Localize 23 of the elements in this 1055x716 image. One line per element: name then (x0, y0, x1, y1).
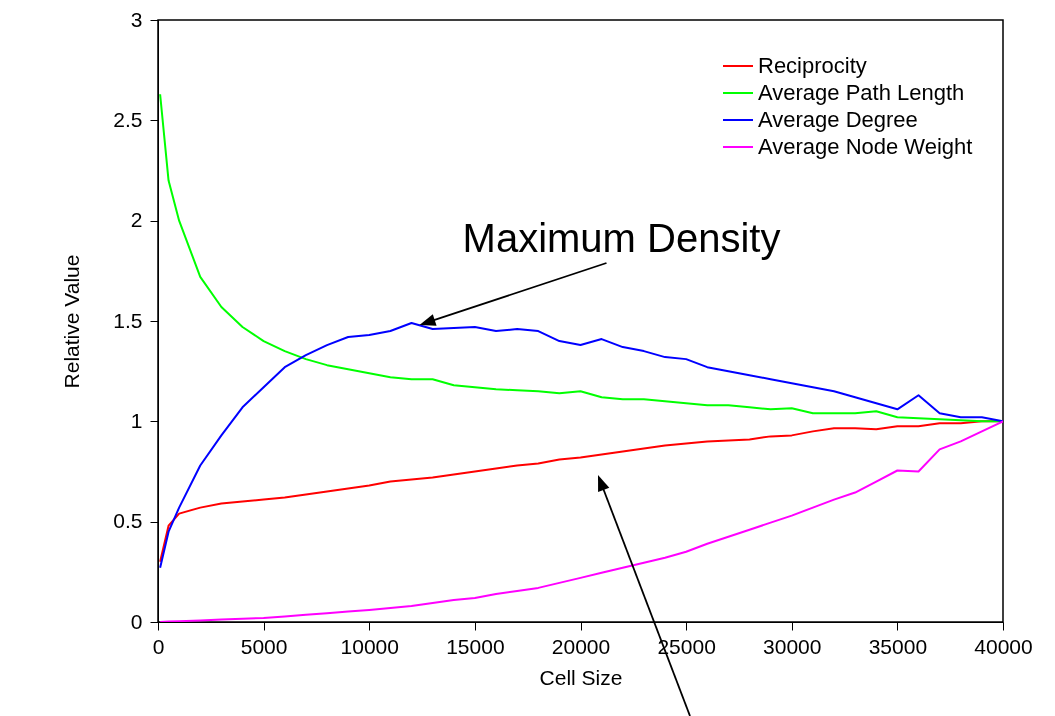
line-series (159, 322, 1003, 569)
y-tick-label: 2.5 (113, 107, 143, 131)
y-tick-label: 0 (130, 609, 143, 633)
y-tick-label: 3 (130, 7, 143, 31)
x-tick-label: 20000 (551, 634, 611, 658)
x-tick-label: 10000 (340, 634, 399, 658)
y-axis-title: Relative Value (60, 254, 84, 389)
y-tick-label: 1.5 (113, 308, 143, 332)
annotation: Maximum Density (462, 216, 781, 261)
x-axis-title: Cell Size (539, 665, 623, 689)
y-tick-label: 0.5 (113, 509, 143, 533)
x-tick-label: 30000 (763, 634, 822, 658)
legend-label: Reciprocity (758, 53, 867, 78)
legend-label: Average Path Length (758, 80, 965, 105)
y-tick-label: 2 (130, 208, 143, 232)
y-tick-label: 1 (130, 408, 143, 432)
x-tick-label: 5000 (240, 634, 288, 658)
legend-label: Average Node Weight (758, 134, 973, 159)
legend-label: Average Degree (758, 107, 918, 132)
x-tick-label: 35000 (868, 634, 928, 658)
x-tick-label: 0 (152, 634, 165, 658)
x-tick-label: 40000 (974, 634, 1033, 658)
x-tick-label: 15000 (446, 634, 505, 658)
